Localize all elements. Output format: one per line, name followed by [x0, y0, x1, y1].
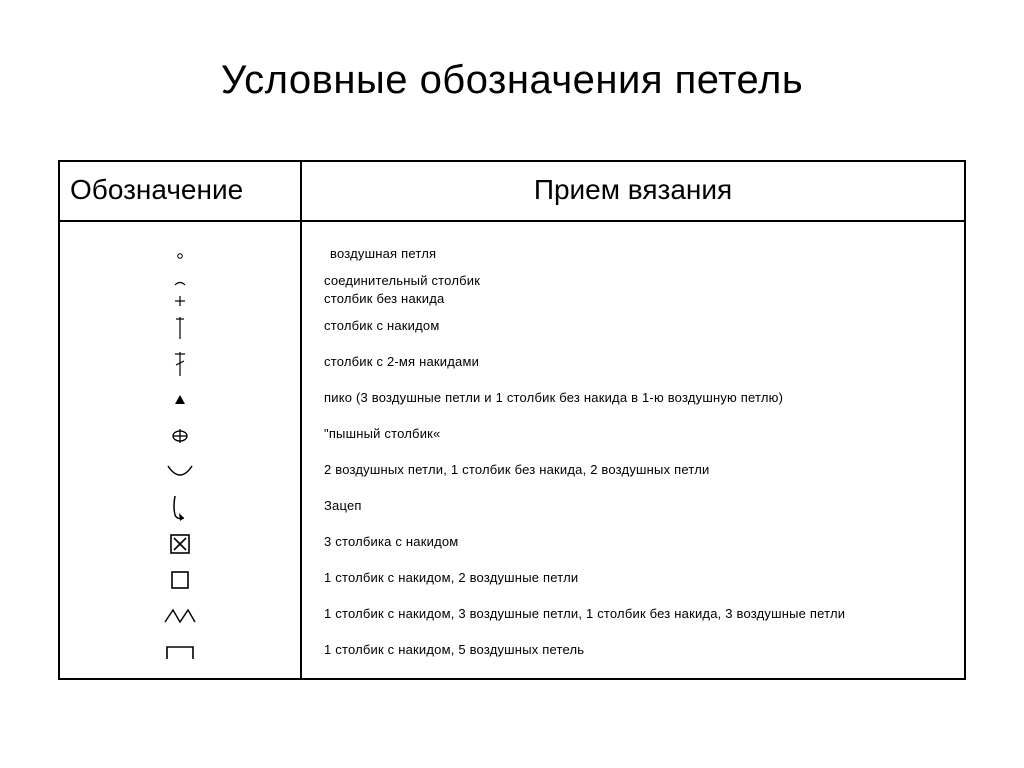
picot-icon: [174, 394, 186, 406]
desc-square: 1 столбик с накидом, 2 воздушные петли: [324, 560, 954, 596]
desc-zigzag: 1 столбик с накидом, 3 воздушные петли, …: [324, 596, 954, 632]
symbol-square: [60, 562, 300, 598]
symbol-zigzag: [60, 598, 300, 634]
square-icon: [169, 569, 191, 591]
treble-crochet-icon: [173, 350, 187, 378]
symbol-boxed-x: [60, 526, 300, 562]
desc-bracket: 1 столбик с накидом, 5 воздушных петель: [324, 632, 954, 668]
description-column: воздушная петля соединительный столбик с…: [302, 222, 964, 678]
symbol-column: [60, 222, 302, 678]
desc-hook: Зацеп: [324, 488, 954, 524]
desc-picot: пико (3 воздушные петли и 1 столбик без …: [324, 380, 954, 416]
desc-slip: соединительный столбик: [324, 272, 954, 290]
symbol-tr: [60, 346, 300, 382]
bracket-icon: [163, 643, 197, 661]
hook-icon: [167, 493, 193, 523]
desc-v-shape: 2 воздушных петли, 1 столбик без накида,…: [324, 452, 954, 488]
symbol-chain: [60, 238, 300, 274]
chain-stitch-icon: [175, 251, 185, 261]
symbol-bracket: [60, 634, 300, 670]
double-crochet-icon: [174, 315, 186, 341]
table-body-row: воздушная петля соединительный столбик с…: [60, 222, 964, 678]
v-shape-icon: [165, 462, 195, 482]
header-symbol: Обозначение: [60, 162, 302, 220]
desc-chain: воздушная петля: [324, 236, 954, 272]
symbol-sc: [60, 292, 300, 310]
symbol-hook: [60, 490, 300, 526]
symbol-slip: [60, 274, 300, 292]
zigzag-icon: [163, 606, 197, 626]
slip-stitch-icon: [173, 278, 187, 288]
symbol-dc: [60, 310, 300, 346]
symbol-picot: [60, 382, 300, 418]
puff-stitch-icon: [170, 426, 190, 446]
symbol-puff: [60, 418, 300, 454]
page-title: Условные обозначения петель: [0, 0, 1024, 131]
desc-puff: "пышный столбик«: [324, 416, 954, 452]
desc-dc: столбик с накидом: [324, 308, 954, 344]
table-header-row: Обозначение Прием вязания: [60, 162, 964, 222]
desc-sc: столбик без накида: [324, 290, 954, 308]
header-description: Прием вязания: [302, 162, 964, 220]
symbol-v-shape: [60, 454, 300, 490]
desc-tr: столбик с 2-мя накидами: [324, 344, 954, 380]
boxed-x-icon: [169, 533, 191, 555]
single-crochet-icon: [174, 295, 186, 307]
slide: Условные обозначения петель Обозначение …: [0, 0, 1024, 768]
legend-table: Обозначение Прием вязания: [58, 160, 966, 680]
desc-boxed-x: 3 столбика с накидом: [324, 524, 954, 560]
